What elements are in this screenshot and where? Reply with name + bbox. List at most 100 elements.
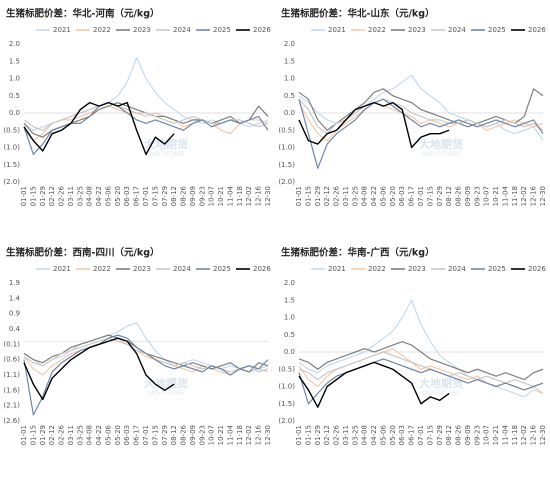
x-tick-label: 12-30: [539, 186, 547, 206]
y-tick-label: 0.5: [9, 92, 20, 100]
series-line: [23, 334, 269, 416]
x-tick-label: 04-08: [361, 425, 369, 445]
x-tick-label: 07-29: [161, 425, 169, 445]
series-line: [23, 337, 175, 401]
legend-label: 2026: [528, 265, 546, 273]
y-tick-label: 0.0: [284, 109, 295, 117]
x-tick-label: 12-16: [530, 424, 538, 445]
x-tick-label: 09-23: [473, 425, 481, 445]
x-tick-label: 08-26: [455, 424, 463, 445]
x-tick-label: 08-26: [180, 424, 188, 445]
legend-label: 2021: [328, 265, 346, 273]
x-tick-label: 07-01: [142, 186, 150, 206]
x-tick-label: 11-18: [236, 186, 244, 206]
y-tick-label: (1.0): [3, 144, 20, 152]
x-tick-label: 06-03: [398, 186, 406, 206]
series-line: [23, 322, 269, 373]
legend-label: 2022: [93, 26, 111, 34]
x-tick-label: 01-01: [295, 186, 303, 206]
x-tick-label: 09-09: [464, 425, 472, 445]
watermark-en: DADI FUTURES: [147, 152, 184, 158]
x-tick-label: 03-11: [342, 425, 350, 445]
y-tick-label: 0.0: [9, 109, 20, 117]
y-tick-label: 1.4: [9, 294, 21, 302]
x-tick-label: 10-21: [492, 425, 500, 445]
y-tick-label: 2.0: [284, 279, 295, 287]
x-tick-label: 01-01: [295, 425, 303, 445]
x-tick-label: 10-07: [483, 425, 491, 445]
y-tick-label: 1.5: [9, 57, 20, 65]
legend-label: 2022: [93, 265, 111, 273]
legend-label: 2021: [53, 26, 71, 34]
watermark: 大地期货: [419, 376, 463, 390]
y-tick-label: (1.5): [278, 400, 295, 408]
x-tick-label: 12-30: [264, 425, 272, 445]
x-tick-label: 08-12: [445, 425, 453, 445]
x-tick-label: 07-15: [426, 425, 434, 445]
x-tick-label: 10-07: [208, 425, 216, 445]
x-tick-label: 12-16: [530, 185, 538, 206]
x-tick-label: 11-18: [511, 425, 519, 445]
y-tick-label: 0.5: [284, 92, 295, 100]
x-tick-label: 02-26: [58, 424, 66, 445]
series-line: [298, 341, 544, 381]
x-tick-label: 04-08: [361, 186, 369, 206]
x-tick-label: 12-30: [264, 186, 272, 206]
x-tick-label: 03-11: [67, 186, 75, 206]
x-tick-label: 11-04: [501, 185, 509, 206]
y-tick-label: (2.0): [3, 178, 20, 186]
legend-label: 2025: [488, 26, 506, 34]
x-tick-label: 02-26: [333, 424, 341, 445]
chart-title: 生猪标肥价差：西南-四川（元/kg）: [6, 247, 160, 259]
series-line: [298, 358, 544, 405]
x-tick-label: 06-17: [408, 425, 416, 445]
x-tick-label: 07-01: [417, 186, 425, 206]
series-line: [298, 98, 544, 135]
x-tick-label: 01-01: [20, 186, 28, 206]
legend-label: 2026: [528, 26, 546, 34]
y-tick-label: 0.0: [284, 348, 295, 356]
x-tick-label: 07-29: [436, 186, 444, 206]
series-line: [298, 98, 544, 169]
y-tick-label: (1.6): [3, 386, 20, 394]
y-tick-label: (2.1): [3, 402, 20, 410]
x-tick-label: 03-11: [342, 186, 350, 206]
x-tick-label: 07-15: [151, 425, 159, 445]
x-tick-label: 09-23: [473, 186, 481, 206]
legend-label: 2024: [448, 26, 466, 34]
x-tick-label: 05-20: [114, 186, 122, 206]
x-tick-label: 12-02: [245, 186, 253, 206]
x-tick-label: 05-06: [104, 424, 112, 445]
chart-title: 生猪标肥价差：华北-山东（元/kg）: [281, 8, 435, 20]
y-tick-label: 0.5: [284, 331, 295, 339]
x-tick-label: 02-12: [323, 186, 331, 206]
x-tick-label: 03-25: [351, 186, 359, 206]
y-tick-label: (0.5): [278, 126, 295, 134]
x-tick-label: 06-03: [123, 186, 131, 206]
legend-label: 2023: [133, 265, 151, 273]
x-tick-label: 10-07: [483, 186, 491, 206]
legend-label: 2023: [133, 26, 151, 34]
x-tick-label: 12-02: [520, 425, 528, 445]
x-tick-label: 09-23: [198, 425, 206, 445]
x-tick-label: 03-11: [67, 425, 75, 445]
x-tick-label: 01-15: [304, 186, 312, 206]
x-tick-label: 07-29: [436, 425, 444, 445]
legend-label: 2023: [408, 265, 426, 273]
y-tick-label: 1.5: [284, 57, 295, 65]
y-tick-label: (2.6): [3, 417, 20, 425]
x-tick-label: 03-25: [351, 425, 359, 445]
x-tick-label: 11-18: [511, 186, 519, 206]
y-tick-label: 1.5: [284, 296, 295, 304]
y-tick-label: 0.4: [9, 325, 21, 333]
series-line: [298, 351, 544, 388]
x-tick-label: 05-20: [389, 425, 397, 445]
watermark: 大地期货: [144, 376, 188, 390]
x-tick-label: 06-17: [408, 186, 416, 206]
x-tick-label: 08-26: [455, 185, 463, 206]
y-tick-label: (0.5): [3, 126, 20, 134]
x-tick-label: 05-20: [114, 425, 122, 445]
x-tick-label: 01-29: [39, 425, 47, 445]
y-tick-label: (2.0): [278, 178, 295, 186]
